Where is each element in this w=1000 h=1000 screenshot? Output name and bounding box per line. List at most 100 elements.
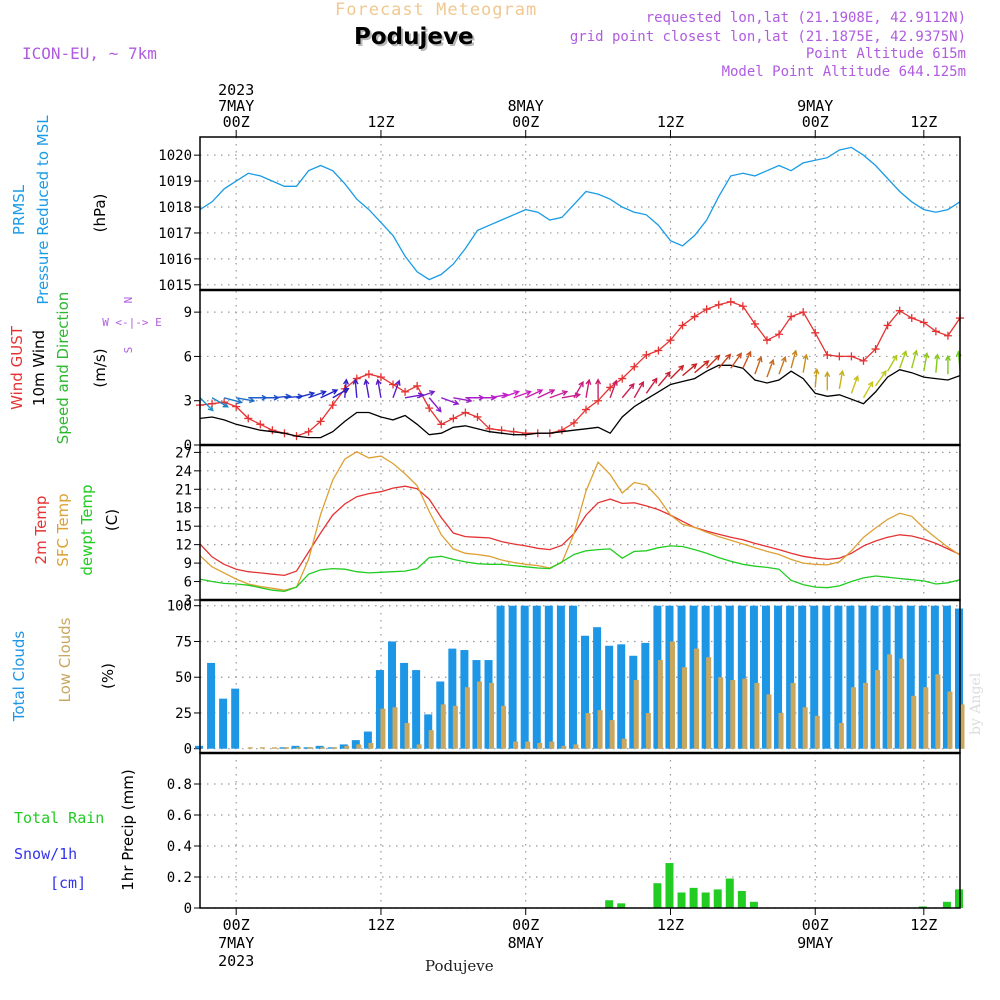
bar-total-clouds <box>279 747 288 749</box>
wind-direction-arrow <box>365 379 370 398</box>
bar-low-clouds <box>283 747 289 749</box>
gust-marker <box>425 404 434 413</box>
wind-direction-arrow <box>525 389 543 399</box>
gust-marker <box>895 306 904 315</box>
bar-low-clouds <box>875 670 881 749</box>
wind-direction-arrow <box>814 369 818 388</box>
wind-direction-arrowhead <box>867 380 874 388</box>
gust-marker <box>232 402 241 411</box>
wind-direction-arrowhead <box>561 390 569 396</box>
time-tick-label-top: 9MAY <box>797 97 833 115</box>
bar-total-clouds <box>665 605 674 749</box>
gust-marker <box>702 305 711 314</box>
wind-direction-arrow <box>354 379 358 398</box>
bar-total-rain <box>701 892 710 908</box>
bar-total-clouds <box>870 605 879 749</box>
bar-low-clouds <box>513 741 519 749</box>
bar-total-clouds <box>725 605 734 749</box>
wind-direction-arrow <box>682 363 697 377</box>
compass-south: S <box>122 347 135 354</box>
bar-total-clouds <box>629 655 638 749</box>
panel-frame <box>199 136 961 291</box>
wind-direction-arrow <box>862 381 874 399</box>
footer-location: Podujeve <box>425 957 494 975</box>
gust-marker <box>244 414 253 423</box>
bar-low-clouds <box>754 682 760 749</box>
wind-direction-arrowhead <box>578 380 584 388</box>
bar-low-clouds <box>621 738 627 749</box>
gust-marker <box>364 370 373 379</box>
bar-total-clouds <box>544 605 553 749</box>
bar-total-clouds <box>448 648 457 749</box>
panel-4: 0 25 50 75 100 <box>167 599 965 758</box>
value-tick-label: 1015 <box>158 278 192 294</box>
bar-low-clouds <box>464 687 470 749</box>
gust-marker <box>376 373 385 382</box>
time-tick-label-bottom: 12Z <box>657 916 684 934</box>
bar-total-clouds <box>822 605 831 749</box>
wind-direction-arrow <box>766 359 774 378</box>
bar-low-clouds <box>814 715 820 749</box>
value-tick-label: 1017 <box>158 226 192 242</box>
bar-low-clouds <box>766 694 772 749</box>
bar-total-rain <box>713 889 722 908</box>
value-tick-label: 12 <box>175 538 192 554</box>
bar-total-clouds <box>388 641 397 749</box>
bar-total-rain <box>689 887 698 908</box>
label-sfc-temp: SFC Temp <box>54 493 72 566</box>
wind-direction-arrowhead <box>248 397 256 404</box>
bar-total-clouds <box>219 698 228 749</box>
wind-direction-arrowhead <box>691 363 698 369</box>
wind-direction-arrow <box>694 360 709 374</box>
value-tick-label: 0.2 <box>167 870 192 886</box>
bar-total-clouds <box>520 605 529 749</box>
bar-total-clouds <box>556 605 565 749</box>
bar-low-clouds <box>935 674 941 749</box>
value-tick-label: 27 <box>175 445 192 461</box>
label-precip-mm: 1hr Precip (mm) <box>119 769 137 890</box>
time-tick-label-bottom: 8MAY <box>508 934 544 952</box>
gust-marker <box>654 346 663 355</box>
wind-direction-arrowhead <box>756 355 763 363</box>
value-tick-label: 9 <box>184 305 192 321</box>
bar-low-clouds <box>694 648 700 749</box>
bar-low-clouds <box>947 691 953 749</box>
wind-direction-arrow <box>320 389 338 399</box>
bar-total-clouds <box>846 605 855 749</box>
gust-marker <box>847 352 856 361</box>
wind-direction-arrowhead <box>453 399 460 406</box>
wind-direction-arrow <box>236 397 255 402</box>
wind-direction-arrowhead <box>678 364 685 371</box>
wind-direction-arrowhead <box>881 370 887 377</box>
wind-direction-arrow <box>718 353 731 369</box>
bar-total-clouds <box>327 747 336 749</box>
bar-total-clouds <box>834 605 843 749</box>
value-tick-label: 0 <box>184 901 192 917</box>
bar-low-clouds <box>489 682 495 749</box>
gust-marker <box>304 427 313 436</box>
wind-direction-arrowhead <box>435 406 442 413</box>
panel-2: 0 3 6 9 <box>184 289 964 454</box>
bar-total-clouds <box>713 605 722 749</box>
time-tick-label-top: 00Z <box>223 113 250 131</box>
bar-total-clouds <box>472 660 481 749</box>
requested-coords: requested lon,lat (21.1908E, 42.9112N) <box>645 10 966 26</box>
bar-low-clouds <box>247 747 253 749</box>
gust-marker <box>859 356 868 365</box>
wind-direction-arrowhead <box>585 378 592 385</box>
bar-total-rain <box>617 903 626 908</box>
label-pressure: Pressure Reduced to MSL <box>34 115 52 305</box>
wind-direction-arrowhead <box>736 352 742 359</box>
value-tick-label: 24 <box>175 464 192 480</box>
gust-marker <box>642 350 651 359</box>
bar-low-clouds <box>669 641 675 749</box>
wind-direction-arrow <box>537 389 555 399</box>
wind-direction-arrow <box>377 379 382 398</box>
wind-direction-arrowhead <box>802 353 809 360</box>
wind-direction-arrow <box>416 390 435 399</box>
label-hpa: (hPa) <box>91 194 109 233</box>
wind-direction-arrow <box>657 371 671 387</box>
wind-direction-arrow <box>874 370 887 387</box>
bar-total-clouds <box>315 745 324 749</box>
